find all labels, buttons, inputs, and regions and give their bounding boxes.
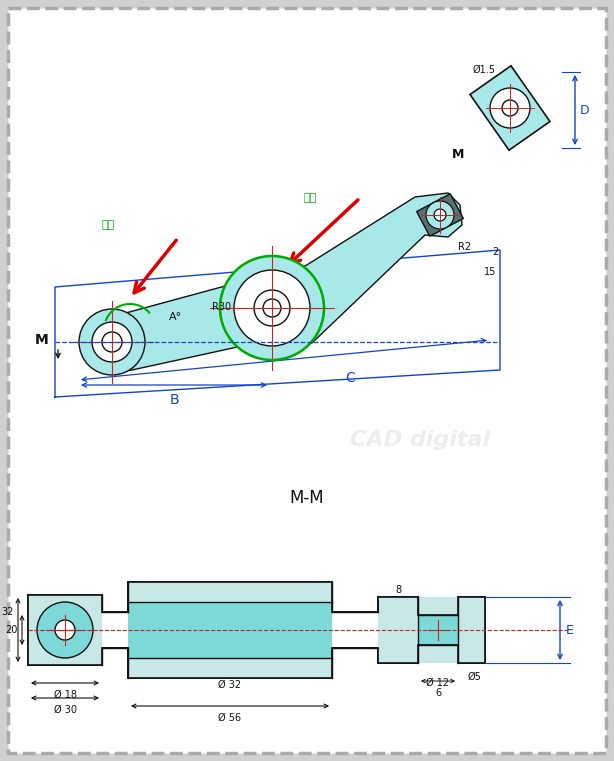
Text: Ø 18: Ø 18 — [53, 690, 77, 700]
Text: 相切: 相切 — [303, 193, 317, 203]
Text: 6: 6 — [435, 688, 441, 698]
Polygon shape — [470, 65, 550, 150]
Text: Ø 32: Ø 32 — [219, 680, 241, 690]
Circle shape — [79, 309, 145, 375]
Bar — [378, 597, 485, 663]
Text: 20: 20 — [6, 625, 18, 635]
Polygon shape — [117, 193, 462, 372]
Circle shape — [37, 602, 93, 658]
Text: 32: 32 — [2, 607, 14, 617]
Text: C: C — [345, 371, 355, 385]
Circle shape — [263, 299, 281, 317]
Text: B: B — [169, 393, 179, 407]
Text: R2: R2 — [459, 242, 472, 252]
Text: E: E — [566, 623, 574, 636]
Circle shape — [220, 256, 324, 360]
Circle shape — [55, 620, 75, 640]
Text: Ø5: Ø5 — [468, 672, 482, 682]
Text: D: D — [580, 103, 589, 116]
Text: M-M: M-M — [290, 489, 324, 507]
Bar — [28, 595, 102, 665]
Bar — [418, 615, 458, 645]
Bar — [128, 582, 332, 678]
Text: R30: R30 — [212, 302, 231, 312]
Circle shape — [426, 201, 454, 229]
FancyBboxPatch shape — [8, 8, 606, 753]
Polygon shape — [417, 194, 464, 236]
Text: 8: 8 — [395, 585, 401, 595]
Polygon shape — [28, 582, 485, 678]
Text: A°: A° — [168, 312, 182, 322]
Bar — [128, 602, 332, 658]
Text: 2: 2 — [492, 247, 498, 257]
Circle shape — [102, 332, 122, 352]
Text: Ø 12: Ø 12 — [427, 678, 449, 688]
Text: 相切: 相切 — [101, 220, 115, 230]
Text: M: M — [35, 333, 49, 347]
Text: Ø 30: Ø 30 — [53, 705, 77, 715]
Circle shape — [434, 209, 446, 221]
Text: 15: 15 — [484, 267, 496, 277]
Circle shape — [502, 100, 518, 116]
Text: M: M — [452, 148, 464, 161]
Text: Ø 56: Ø 56 — [219, 713, 241, 723]
Circle shape — [234, 270, 310, 346]
Circle shape — [490, 88, 530, 128]
Circle shape — [92, 322, 132, 362]
Text: CAD digital: CAD digital — [350, 430, 490, 450]
Circle shape — [254, 290, 290, 326]
Text: Ø1.5: Ø1.5 — [473, 65, 495, 75]
